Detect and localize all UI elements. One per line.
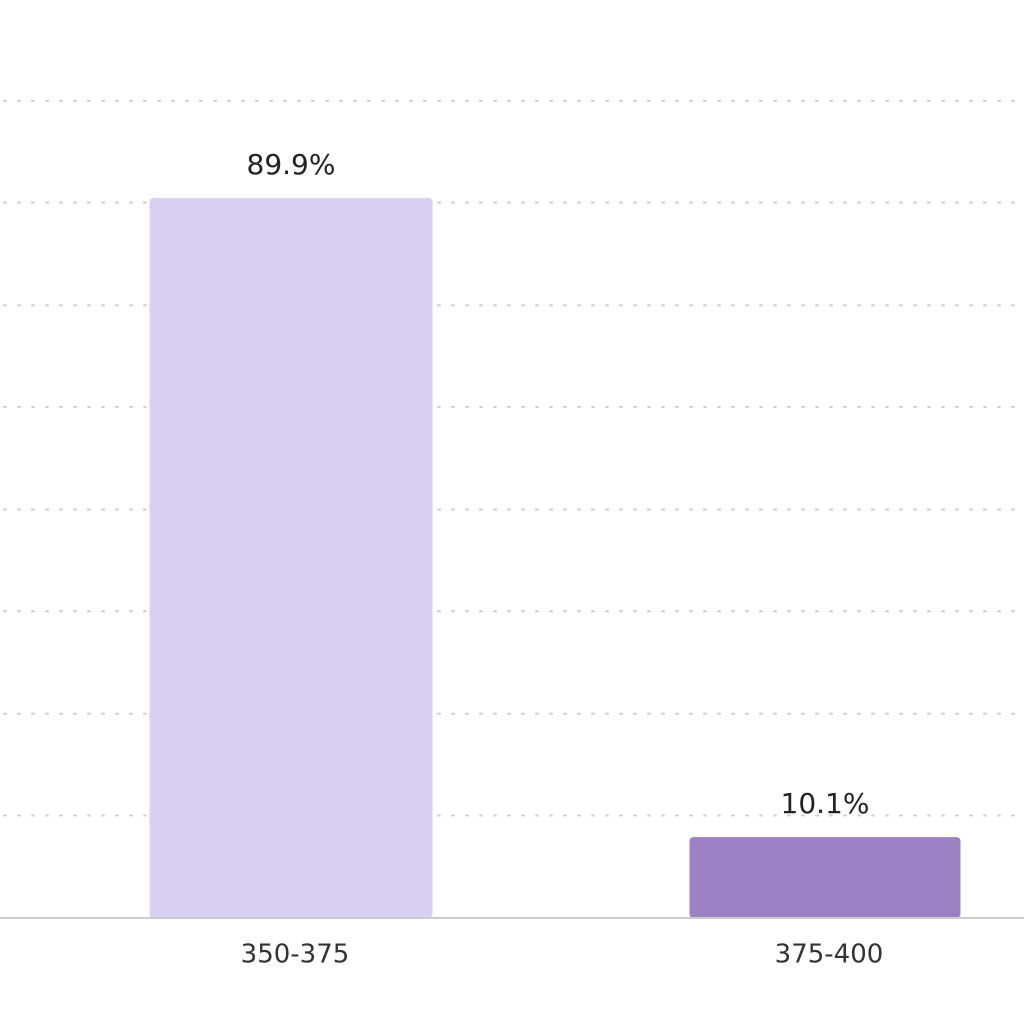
value-label: 89.9% [247,148,336,181]
bar [689,837,961,918]
x-tick-label: 350-375 [241,940,350,970]
x-tick-label: 375-400 [775,940,884,970]
value-label: 10.1% [781,787,870,820]
bar [149,197,433,918]
